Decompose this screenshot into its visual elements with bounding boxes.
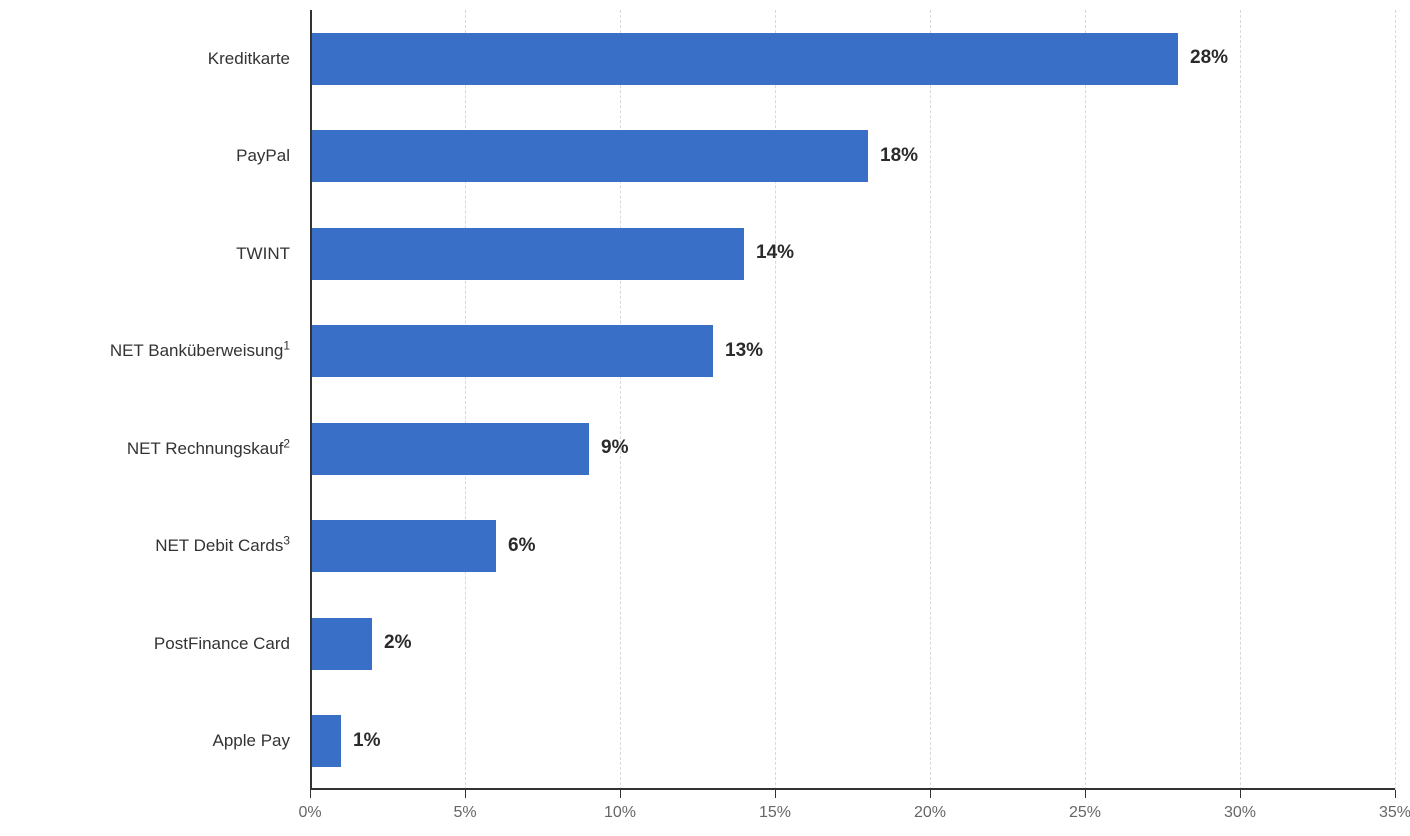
category-label: PayPal	[236, 146, 290, 166]
x-tick-label: 30%	[1224, 804, 1256, 822]
bar	[310, 520, 496, 572]
value-label: 9%	[601, 437, 628, 459]
value-label: 28%	[1190, 47, 1228, 69]
category-label: PostFinance Card	[154, 634, 290, 654]
x-tick-label: 20%	[914, 804, 946, 822]
category-label: Apple Pay	[213, 731, 291, 751]
gridline	[465, 10, 466, 790]
category-label: NET Debit Cards3	[155, 536, 290, 556]
category-label: NET Rechnungskauf2	[127, 439, 290, 459]
value-label: 1%	[353, 730, 380, 752]
gridline	[775, 10, 776, 790]
x-tick-label: 15%	[759, 804, 791, 822]
category-label: NET Banküberweisung1	[110, 341, 290, 361]
x-tick-mark	[620, 790, 621, 798]
x-tick-mark	[930, 790, 931, 798]
gridline	[1240, 10, 1241, 790]
bar	[310, 325, 713, 377]
x-tick-label: 35%	[1379, 804, 1410, 822]
value-label: 18%	[880, 145, 918, 167]
gridline	[930, 10, 931, 790]
x-axis-line	[310, 788, 1395, 790]
x-tick-label: 0%	[298, 804, 321, 822]
gridline	[1395, 10, 1396, 790]
bar	[310, 715, 341, 767]
x-tick-label: 10%	[604, 804, 636, 822]
bar	[310, 33, 1178, 85]
x-tick-mark	[1240, 790, 1241, 798]
gridline	[1085, 10, 1086, 790]
value-label: 14%	[756, 242, 794, 264]
gridline	[620, 10, 621, 790]
x-tick-mark	[1395, 790, 1396, 798]
x-tick-label: 5%	[453, 804, 476, 822]
bar	[310, 130, 868, 182]
value-label: 2%	[384, 632, 411, 654]
value-label: 6%	[508, 535, 535, 557]
x-tick-mark	[1085, 790, 1086, 798]
x-tick-label: 25%	[1069, 804, 1101, 822]
x-tick-mark	[465, 790, 466, 798]
value-label: 13%	[725, 340, 763, 362]
bar	[310, 423, 589, 475]
category-label: Kreditkarte	[208, 49, 290, 69]
x-tick-mark	[310, 790, 311, 798]
chart-container: 0% 5% 10% 15% 20% 25% 30% 35% 28% 18% 14% 13% 9% 6% 2%…	[0, 0, 1410, 836]
y-axis-line	[310, 10, 312, 790]
bar	[310, 228, 744, 280]
x-tick-mark	[775, 790, 776, 798]
bar	[310, 618, 372, 670]
category-label: TWINT	[236, 244, 290, 264]
plot-area: 0%5%10%15%20%25%30%35%28%18%14%13%9%6%2%…	[310, 10, 1395, 790]
